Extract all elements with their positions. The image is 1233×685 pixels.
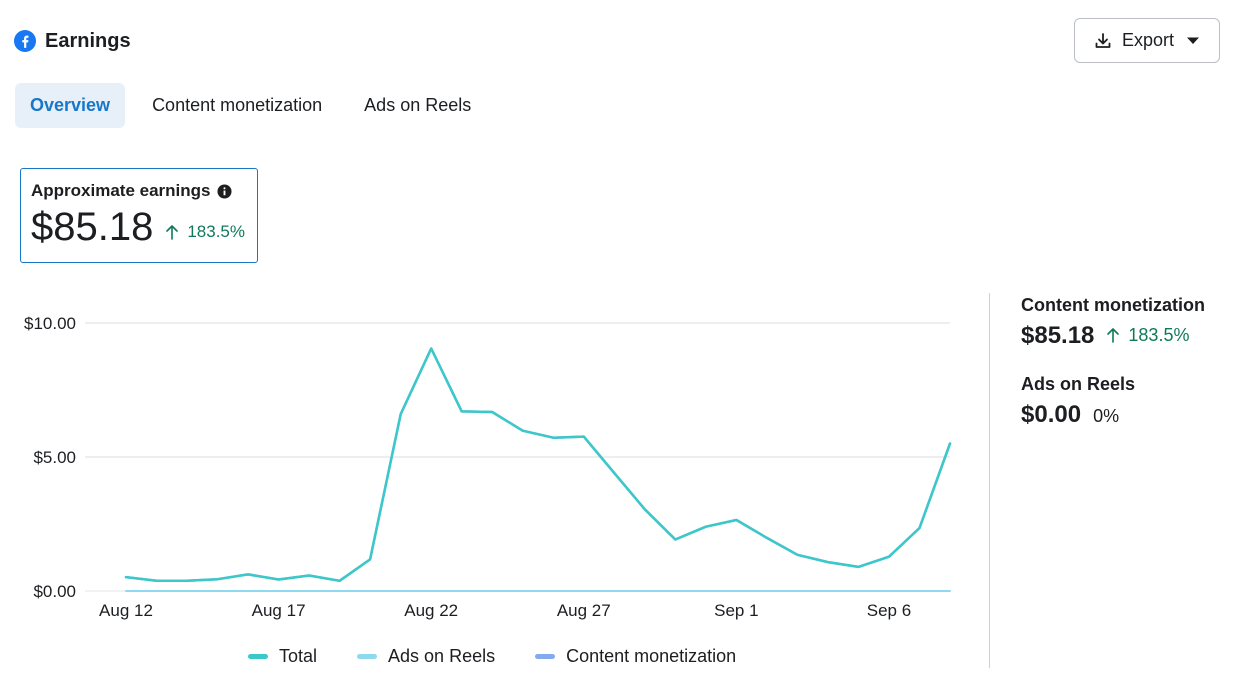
download-icon — [1095, 32, 1111, 48]
tab-ads-on-reels[interactable]: Ads on Reels — [364, 95, 472, 115]
caret-down-icon — [1187, 37, 1200, 44]
breakdown-value: $85.18 — [1021, 322, 1095, 349]
breakdown-label: Content monetization — [1021, 295, 1205, 315]
breakdown-change-value: 0% — [1093, 406, 1120, 426]
legend-item-content-monetization[interactable]: Content monetization — [535, 646, 736, 667]
legend-label-ads-on-reels: Ads on Reels — [388, 645, 496, 666]
earnings-line-chart: $0.00 $5.00 $10.00 Aug 12 Aug 17 Aug 22 Aug 27… — [24, 314, 952, 620]
breakdown-change-value: 183.5% — [1128, 324, 1190, 345]
x-tick-label: Aug 12 — [99, 601, 153, 620]
info-icon[interactable] — [216, 183, 232, 199]
card-change: 183.5% — [165, 222, 245, 242]
legend-item-total[interactable]: Total — [248, 646, 317, 667]
x-tick-label: Aug 27 — [557, 601, 611, 620]
legend-label-total: Total — [279, 645, 318, 666]
y-tick-label: $5.00 — [33, 448, 76, 467]
panel-divider — [989, 293, 990, 668]
tab-bar: Overview Content monetization Ads on Ree… — [15, 83, 498, 128]
breakdown-row: $0.00 0% — [1021, 401, 1221, 429]
breakdown-content-monetization: Content monetization $85.18 183.5% — [1021, 295, 1221, 350]
legend-label-content-monetization: Content monetization — [566, 645, 737, 666]
breakdown-row: $85.18 183.5% — [1021, 322, 1221, 350]
export-label: Export — [1121, 30, 1175, 50]
card-value: $85.18 — [31, 205, 154, 249]
y-tick-label: $10.00 — [24, 314, 76, 333]
approximate-earnings-card[interactable]: Approximate earnings $85.18 183.5% — [20, 168, 258, 263]
legend-swatch-content-monetization — [535, 653, 556, 659]
x-tick-label: Sep 1 — [714, 601, 758, 620]
breakdown-label: Ads on Reels — [1021, 374, 1136, 394]
legend-swatch-ads-on-reels — [357, 653, 378, 659]
breakdown-change: 183.5% — [1106, 325, 1189, 346]
x-tick-label: Sep 6 — [867, 601, 911, 620]
card-value-row: $85.18 183.5% — [31, 205, 247, 250]
x-tick-label: Aug 17 — [252, 601, 306, 620]
page-title: Earnings — [45, 29, 131, 52]
card-label-row: Approximate earnings — [31, 181, 247, 201]
card-label: Approximate earnings — [31, 181, 211, 200]
breakdown-value: $0.00 — [1021, 401, 1082, 428]
up-arrow-icon — [1107, 328, 1120, 343]
breakdown-ads-on-reels: Ads on Reels $0.00 0% — [1021, 374, 1221, 429]
card-change-value: 183.5% — [187, 222, 246, 241]
legend-swatch-total — [248, 653, 268, 659]
tab-content-monetization[interactable]: Content monetization — [152, 95, 323, 115]
x-tick-label: Aug 22 — [404, 601, 458, 620]
chart-legend: Total Ads on Reels Content monetization — [248, 645, 776, 667]
series-line-content-monetization — [124, 347, 952, 583]
legend-item-ads-on-reels[interactable]: Ads on Reels — [357, 646, 495, 667]
export-button[interactable]: Export — [1074, 18, 1220, 63]
breakdown-panel: Content monetization $85.18 183.5% Ads o… — [1021, 295, 1221, 429]
page-header: Earnings — [14, 28, 131, 54]
series-line-total — [124, 347, 952, 583]
facebook-logo-icon — [14, 30, 36, 52]
tab-overview[interactable]: Overview — [15, 83, 126, 128]
up-arrow-icon — [166, 225, 179, 240]
y-tick-label: $0.00 — [33, 582, 76, 601]
